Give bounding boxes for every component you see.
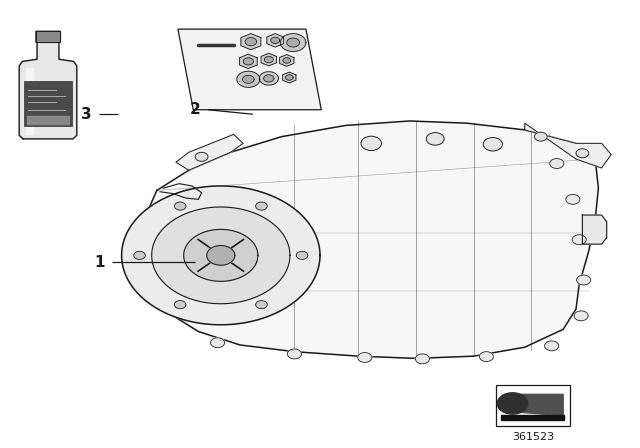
Polygon shape	[19, 31, 77, 139]
Polygon shape	[501, 415, 564, 420]
Circle shape	[572, 235, 586, 245]
Polygon shape	[237, 71, 260, 87]
Circle shape	[426, 133, 444, 145]
Polygon shape	[280, 55, 294, 66]
Circle shape	[483, 138, 502, 151]
Circle shape	[574, 311, 588, 321]
FancyBboxPatch shape	[496, 385, 570, 426]
Polygon shape	[140, 121, 598, 358]
Polygon shape	[178, 29, 321, 110]
Polygon shape	[239, 54, 257, 69]
Circle shape	[415, 354, 429, 364]
Polygon shape	[184, 229, 258, 281]
Circle shape	[174, 202, 186, 210]
Circle shape	[256, 301, 268, 309]
Polygon shape	[122, 186, 320, 325]
Text: 2: 2	[190, 102, 200, 117]
Polygon shape	[285, 75, 293, 80]
Polygon shape	[283, 58, 291, 63]
Polygon shape	[152, 207, 290, 304]
Circle shape	[134, 251, 145, 259]
Polygon shape	[176, 134, 243, 170]
Polygon shape	[243, 58, 253, 65]
FancyBboxPatch shape	[24, 81, 72, 126]
Polygon shape	[525, 123, 611, 168]
Polygon shape	[582, 215, 607, 244]
Polygon shape	[245, 38, 257, 46]
Polygon shape	[26, 68, 33, 134]
Polygon shape	[264, 75, 274, 82]
Circle shape	[358, 353, 372, 362]
Circle shape	[566, 194, 580, 204]
Text: 3: 3	[81, 107, 92, 122]
Polygon shape	[261, 53, 276, 66]
Polygon shape	[280, 34, 306, 52]
Circle shape	[296, 251, 308, 259]
Polygon shape	[271, 37, 280, 43]
Circle shape	[479, 352, 493, 362]
Circle shape	[287, 349, 301, 359]
Polygon shape	[27, 116, 69, 124]
Polygon shape	[259, 72, 278, 85]
Polygon shape	[504, 394, 563, 416]
Polygon shape	[264, 56, 273, 63]
Circle shape	[211, 338, 225, 348]
Circle shape	[576, 149, 589, 158]
Circle shape	[361, 136, 381, 151]
Circle shape	[256, 202, 268, 210]
Polygon shape	[283, 72, 296, 83]
Circle shape	[195, 152, 208, 161]
Circle shape	[545, 341, 559, 351]
Circle shape	[550, 159, 564, 168]
Polygon shape	[243, 75, 254, 83]
Polygon shape	[207, 246, 235, 265]
Circle shape	[534, 132, 547, 141]
Polygon shape	[36, 31, 60, 42]
Text: 361523: 361523	[512, 432, 554, 442]
Polygon shape	[267, 34, 284, 47]
Text: 1: 1	[94, 254, 104, 270]
Circle shape	[577, 275, 591, 285]
Circle shape	[497, 393, 528, 414]
Polygon shape	[241, 34, 261, 50]
Polygon shape	[287, 38, 300, 47]
Circle shape	[174, 301, 186, 309]
